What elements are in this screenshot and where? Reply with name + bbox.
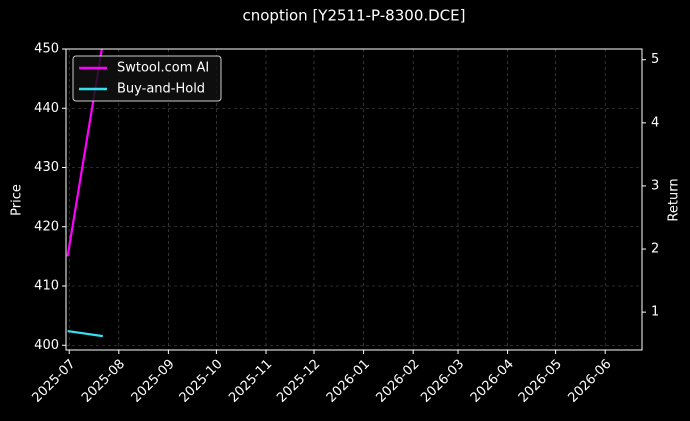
x-tick-label: 2026-04 [468,357,517,406]
y2-tick-label: 5 [651,52,659,67]
x-tick-label: 2025-10 [177,357,226,406]
y2-tick-label: 2 [651,242,659,257]
y-tick-label: 440 [34,101,59,116]
x-tick-label: 2025-12 [274,357,323,406]
x-tick-label: 2026-01 [324,357,373,406]
x-tick-label: 2026-03 [418,357,467,406]
legend: Swtool.com AI Buy-and-Hold [72,55,222,102]
y-tick-label: 400 [34,338,59,353]
y2-tick-label: 1 [651,305,659,320]
x-tick-label: 2025-07 [29,357,78,406]
x-tick-label: 2025-09 [129,357,178,406]
legend-label: Buy-and-Hold [117,82,205,97]
y-axis-label: Price [10,184,25,216]
x-tick-label: 2025-08 [79,357,128,406]
x-tick-label: 2025-11 [226,357,275,406]
y-tick-label: 450 [34,42,59,57]
y2-tick-label: 3 [651,178,659,193]
legend-label: Swtool.com AI [117,61,209,76]
y-tick-label: 420 [34,219,59,234]
x-tick-label: 2026-02 [373,357,422,406]
x-tick-label: 2026-05 [516,357,565,406]
x-tick-label: 2026-06 [565,357,614,406]
y-tick-label: 430 [34,160,59,175]
plot-frame [65,48,643,351]
y2-axis-label: Return [667,178,682,221]
y2-tick-label: 4 [651,115,659,130]
chart-title: cnoption [Y2511-P-8300.DCE] [243,7,466,25]
series-line [67,329,103,338]
y-tick-label: 410 [34,279,59,294]
legend-box [72,55,222,102]
